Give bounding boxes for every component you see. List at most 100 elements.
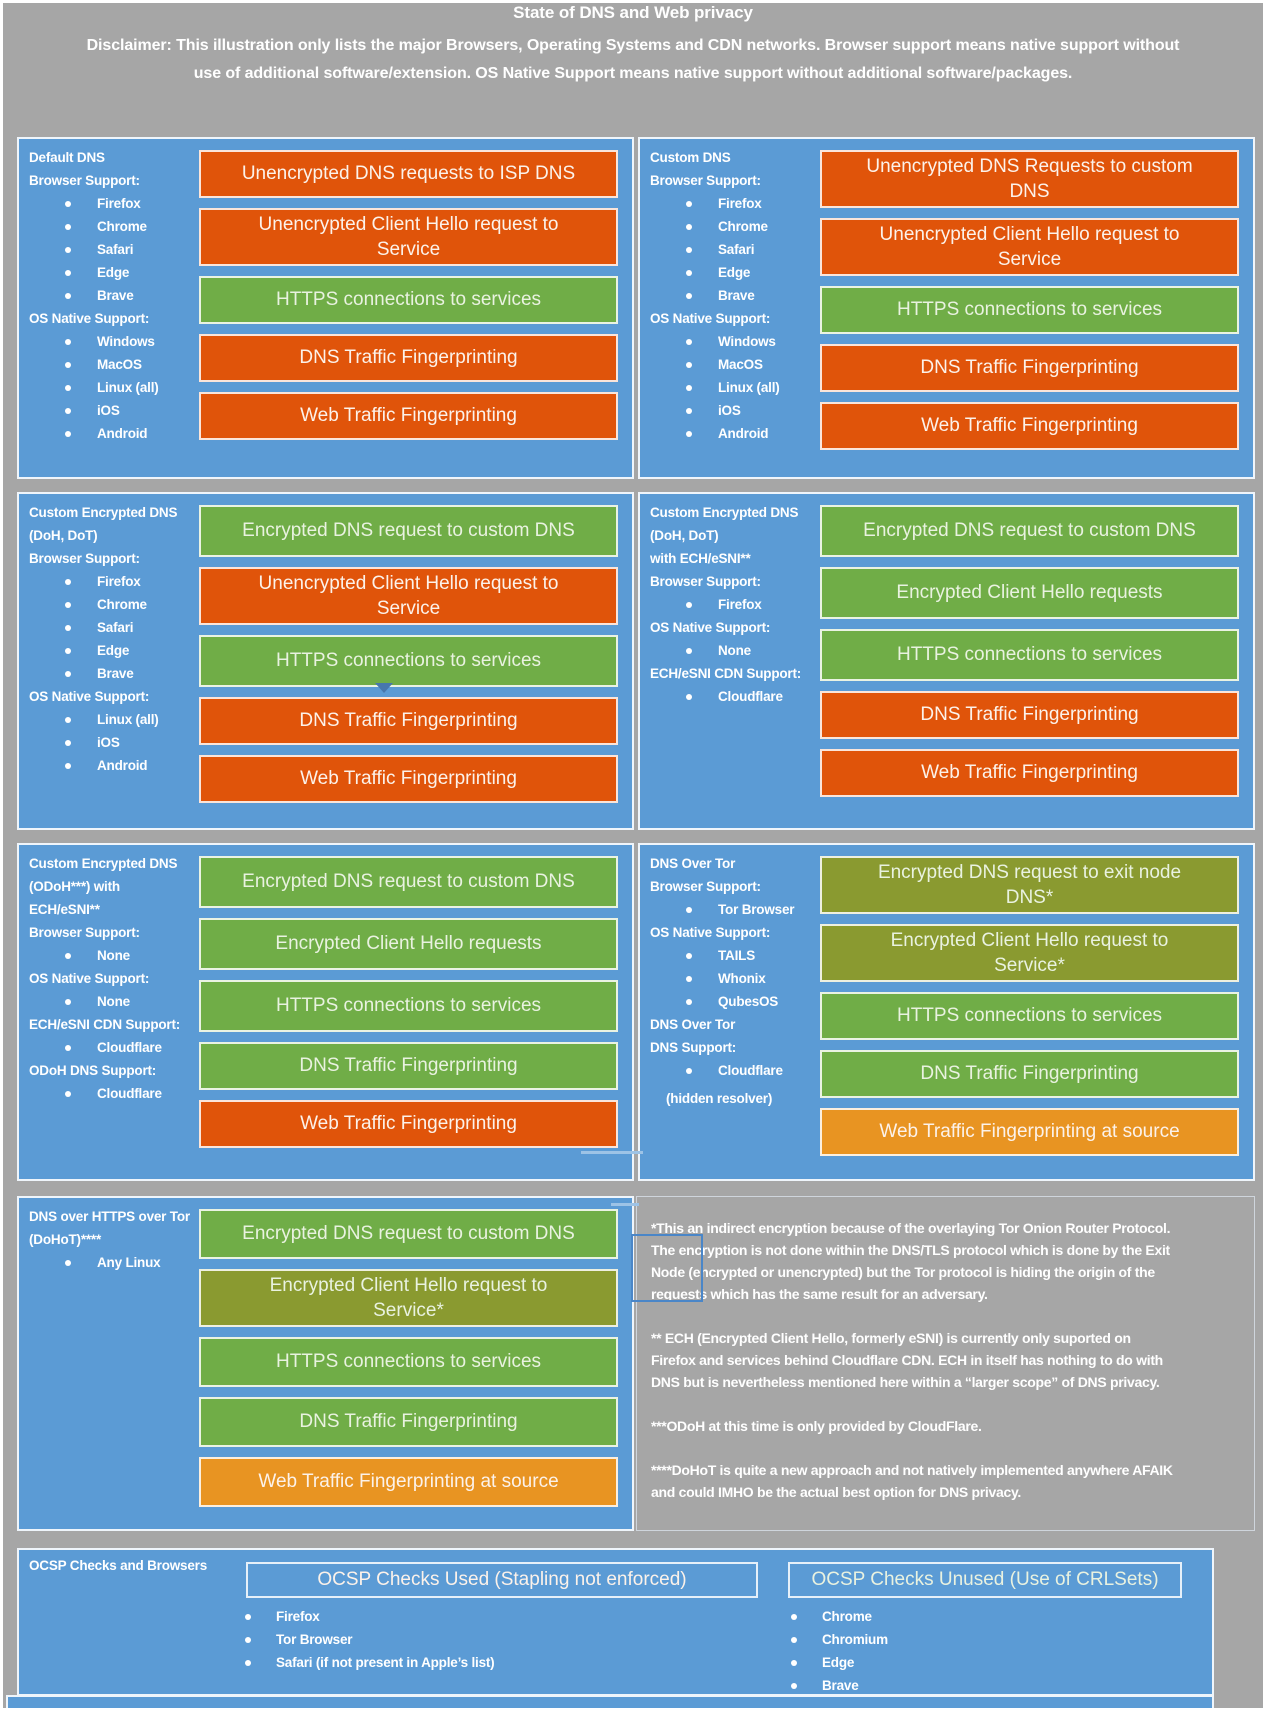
- sidebar-heading: DNS over HTTPS over Tor: [29, 1209, 190, 1224]
- bar-unencrypted-client-hello-request-to-service: Unencrypted Client Hello request to Serv…: [820, 218, 1239, 276]
- bullet-icon: [65, 739, 71, 746]
- sidebar-bullet-item: Cloudflare: [650, 685, 822, 708]
- bullet-icon: [686, 269, 692, 276]
- ocsp-unused-header: OCSP Checks Unused (Use of CRLSets): [788, 1562, 1182, 1598]
- sidebar-bullet-item: Safari: [29, 616, 201, 639]
- sidebar-bullet-label: Linux (all): [718, 380, 780, 395]
- bar-encrypted-client-hello-requests: Encrypted Client Hello requests: [820, 567, 1239, 619]
- sidebar-bullet-item: Edge: [29, 261, 201, 284]
- bar-web-traffic-fingerprinting: Web Traffic Fingerprinting: [199, 1100, 618, 1148]
- sidebar-bullet-item: Firefox: [29, 570, 201, 593]
- bullet-icon: [65, 200, 71, 207]
- sidebar-bullet-label: Safari: [97, 620, 134, 635]
- panel-dns-over-https-over-tor-bars: Encrypted DNS request to custom DNS Encry…: [199, 1209, 618, 1507]
- bar-encrypted-dns-request-to-custom-dns: Encrypted DNS request to custom DNS: [199, 856, 618, 908]
- sidebar-bullet-label: Windows: [718, 334, 776, 349]
- ocsp-panel-title: OCSP Checks and Browsers: [29, 1558, 208, 1573]
- bar-dns-traffic-fingerprinting: DNS Traffic Fingerprinting: [199, 697, 618, 745]
- bullet-icon: [686, 407, 692, 414]
- sidebar-heading: (DoH, DoT): [650, 528, 719, 543]
- sidebar-bullet-label: Chrome: [97, 219, 147, 234]
- bar-unencrypted-client-hello-request-to-service: Unencrypted Client Hello request to Serv…: [199, 208, 618, 266]
- bullet-icon: [686, 601, 692, 608]
- ocsp-list-item: Chromium: [791, 1628, 888, 1651]
- sidebar-heading: OS Native Support:: [650, 620, 771, 635]
- bar-https-connections-to-services: HTTPS connections to services: [199, 635, 618, 687]
- sidebar-bullet-item: Safari: [650, 238, 822, 261]
- bar-dns-traffic-fingerprinting: DNS Traffic Fingerprinting: [199, 334, 618, 382]
- bar-encrypted-dns-request-to-custom-dns: Encrypted DNS request to custom DNS: [199, 505, 618, 557]
- sidebar-bullet-item: Edge: [650, 261, 822, 284]
- ocsp-item-label: Brave: [822, 1678, 859, 1693]
- sidebar-bullet-item: Any Linux: [29, 1251, 201, 1274]
- panel-custom-encrypted-dns-odoh-ech-esni-bars: Encrypted DNS request to custom DNS Encry…: [199, 856, 618, 1148]
- footnote-1: *This an indirect encryption because of …: [651, 1220, 1171, 1302]
- callout-line: [611, 1203, 639, 1206]
- sidebar-bullet-item: None: [650, 639, 822, 662]
- sidebar-bullet-label: Edge: [97, 643, 130, 658]
- disclaimer-text: Disclaimer: This illustration only lists…: [86, 37, 1180, 82]
- sidebar-bullet-label: Linux (all): [97, 380, 159, 395]
- sidebar-heading: Browser Support:: [29, 173, 140, 188]
- sidebar-bullet-item: iOS: [650, 399, 822, 422]
- bullet-icon: [65, 361, 71, 368]
- bullet-icon: [686, 246, 692, 253]
- bar-dns-traffic-fingerprinting: DNS Traffic Fingerprinting: [820, 344, 1239, 392]
- sidebar-heading: Browser Support:: [29, 925, 140, 940]
- bullet-icon: [791, 1613, 797, 1620]
- sidebar-bullet-label: None: [97, 994, 130, 1009]
- sidebar-bullet-label: QubesOS: [718, 994, 779, 1009]
- sidebar-bullet-item: MacOS: [29, 353, 201, 376]
- sidebar-bullet-item: Edge: [29, 639, 201, 662]
- panel-custom-encrypted-dns-doh-dot-ech-esni: Custom Encrypted DNS (DoH, DoT) with ECH/e…: [638, 492, 1255, 830]
- sidebar-bullet-label: Cloudflare: [97, 1086, 162, 1101]
- bullet-icon: [65, 670, 71, 677]
- bullet-icon: [65, 269, 71, 276]
- ocsp-list-item: Safari (if not present in Apple’s list): [245, 1651, 495, 1674]
- bullet-icon: [686, 647, 692, 654]
- sidebar-heading: ECH/eSNI**: [29, 902, 100, 917]
- ocsp-item-label: Firefox: [276, 1609, 320, 1624]
- ocsp-used-list: Firefox Tor Browser Safari (if not present…: [245, 1605, 495, 1674]
- bullet-icon: [686, 384, 692, 391]
- sidebar-heading: OS Native Support:: [29, 971, 150, 986]
- ocsp-item-label: Tor Browser: [276, 1632, 353, 1647]
- sidebar-bullet-label: Safari: [97, 242, 134, 257]
- bullet-icon: [65, 1044, 71, 1051]
- panel-custom-encrypted-dns-doh-dot-ech-esni-sidebar: Custom Encrypted DNS (DoH, DoT) with ECH/e…: [650, 501, 822, 708]
- bullet-icon: [65, 384, 71, 391]
- sidebar-bullet-item: Whonix: [650, 967, 822, 990]
- bullet-icon: [686, 292, 692, 299]
- sidebar-bullet-item: iOS: [29, 731, 201, 754]
- panel-default-dns-bars: Unencrypted DNS requests to ISP DNS Unenc…: [199, 150, 618, 440]
- sidebar-bullet-item: Android: [650, 422, 822, 445]
- bar-web-traffic-fingerprinting: Web Traffic Fingerprinting: [820, 402, 1239, 450]
- bullet-icon: [65, 601, 71, 608]
- ocsp-item-label: Chromium: [822, 1632, 888, 1647]
- sidebar-heading: Browser Support:: [650, 574, 761, 589]
- ocsp-item-label: Safari (if not present in Apple’s list): [276, 1655, 495, 1670]
- sidebar-heading: Default DNS: [29, 150, 105, 165]
- sidebar-heading: (ODoH***) with: [29, 879, 120, 894]
- sidebar-bullet-item: Brave: [650, 284, 822, 307]
- sidebar-bullet-item: Chrome: [29, 593, 201, 616]
- ocsp-list-item: Chrome: [791, 1605, 888, 1628]
- ocsp-list-item: Brave: [791, 1674, 888, 1697]
- bullet-icon: [65, 430, 71, 437]
- bar-dns-traffic-fingerprinting: DNS Traffic Fingerprinting: [820, 1050, 1239, 1098]
- sidebar-heading: OS Native Support:: [650, 925, 771, 940]
- sidebar-bullet-label: Cloudflare: [718, 689, 783, 704]
- bar-dns-traffic-fingerprinting: DNS Traffic Fingerprinting: [199, 1042, 618, 1090]
- ocsp-item-label: Chrome: [822, 1609, 872, 1624]
- bar-https-connections-to-services: HTTPS connections to services: [199, 1337, 618, 1387]
- sidebar-bullet-item: Brave: [29, 662, 201, 685]
- bullet-icon: [65, 624, 71, 631]
- panel-ocsp-checks: OCSP Checks and Browsers OCSP Checks Use…: [17, 1548, 1214, 1696]
- sidebar-bullet-item: Brave: [29, 284, 201, 307]
- bullet-icon: [686, 338, 692, 345]
- sidebar-bullet-item: Firefox: [650, 593, 822, 616]
- sidebar-bullet-label: Android: [97, 758, 148, 773]
- sidebar-bullet-label: Cloudflare: [97, 1040, 162, 1055]
- panel-custom-encrypted-dns-doh-dot: Custom Encrypted DNS (DoH, DoT) Browser Su…: [17, 492, 634, 830]
- bar-https-connections-to-services: HTTPS connections to services: [820, 992, 1239, 1040]
